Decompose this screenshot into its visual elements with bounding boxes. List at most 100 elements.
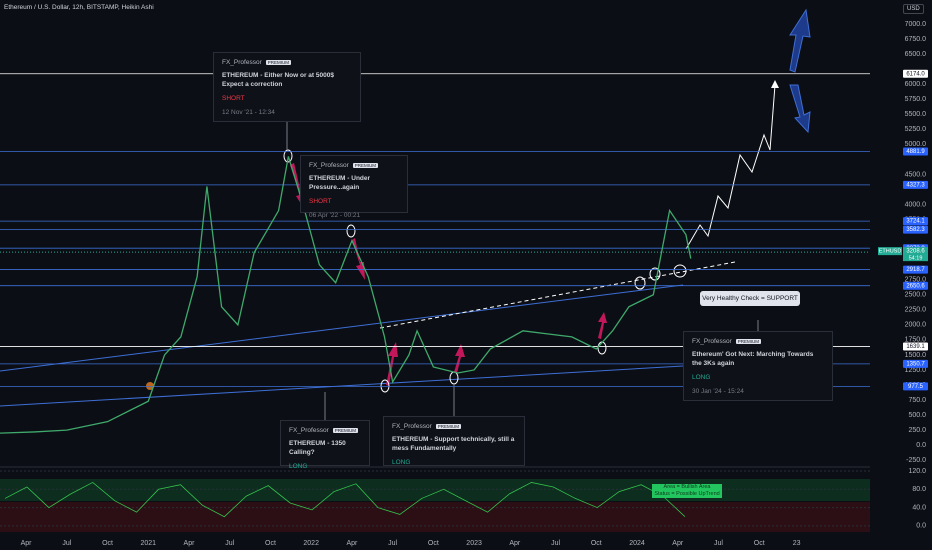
y-tick-label: 0.0: [916, 442, 926, 449]
price-label: 3208.6: [906, 249, 925, 255]
x-tick-label: 2022: [303, 540, 319, 547]
up-arrow: [789, 8, 811, 73]
idea-card[interactable]: FX_Professor PREMIUM ETHEREUM - Either No…: [213, 52, 361, 122]
indicator-line: [4, 481, 686, 518]
x-tick-label: Oct: [428, 540, 439, 547]
long-arrow: [454, 344, 465, 373]
y-tick-label: 750.0: [908, 397, 926, 404]
y-tick-label: 1250.0: [905, 367, 927, 374]
y-tick-label: 7000.0: [905, 21, 927, 28]
level-label: 3582.3: [906, 227, 925, 233]
legend-line: Status = Possible UpTrend: [654, 491, 720, 497]
y-tick-label: 4000.0: [905, 201, 927, 208]
y-tick-label: 6500.0: [905, 51, 927, 58]
level-box: [903, 382, 928, 391]
idea-title: Ethereum' Got Next: Marching Towards the…: [692, 351, 814, 367]
level-label: 977.5: [908, 384, 924, 390]
x-tick-label: Oct: [591, 540, 602, 547]
countdown: 54:19: [909, 256, 923, 262]
level-box: [903, 217, 928, 226]
x-tick-label: Apr: [346, 540, 358, 547]
level-label: 1350.7: [906, 361, 925, 367]
idea-side: SHORT: [309, 197, 332, 205]
y-tick-label: 5750.0: [905, 96, 927, 103]
idea-side: LONG: [692, 373, 711, 381]
x-tick-label: Apr: [509, 540, 521, 547]
idea-card[interactable]: FX_Professor PREMIUM ETHEREUM - Under Pre…: [300, 155, 408, 219]
idea-side: LONG: [289, 462, 308, 470]
price-box: [903, 247, 928, 262]
x-tick-label: Oct: [102, 540, 113, 547]
idea-card[interactable]: FX_Professor PREMIUM ETHEREUM - Support t…: [383, 416, 525, 466]
author: FX_Professor: [222, 59, 262, 66]
x-tick-label: 2024: [629, 540, 645, 547]
level-box: [903, 69, 928, 78]
dashed-trend: [379, 261, 736, 329]
symbol-box: [878, 247, 902, 256]
idea-title: ETHEREUM - Either Now or at 5000$ Expect…: [222, 72, 334, 88]
badge: PREMIUM: [265, 60, 291, 65]
y-tick-label: 2250.0: [905, 307, 927, 314]
level-label: 4881.9: [906, 149, 925, 155]
ind-tick-label: 40.0: [912, 504, 926, 511]
legend-line: Area = Bullish Area: [663, 484, 711, 490]
idea-side: LONG: [392, 458, 411, 466]
chart-title: Ethereum / U.S. Dollar, 12h, BITSTAMP, H…: [4, 4, 154, 11]
y-tick-label: 2000.0: [905, 322, 927, 329]
badge: PREMIUM: [435, 424, 461, 429]
idea-date: 12 Nov '21 - 12:34: [222, 108, 275, 116]
badge: PREMIUM: [735, 339, 761, 344]
idea-card[interactable]: FX_Professor PREMIUM Ethereum' Got Next: …: [683, 331, 833, 401]
idea-title: ETHEREUM - Support technically, still a …: [392, 436, 515, 452]
projection: [685, 84, 776, 250]
down-arrow: [789, 84, 811, 134]
x-tick-label: 2021: [140, 540, 156, 547]
x-tick-label: Jul: [388, 540, 397, 547]
x-tick-label: Apr: [672, 540, 684, 547]
author: FX_Professor: [309, 162, 349, 169]
bull-band: [0, 479, 870, 501]
callout: Very Healthy Check = SUPPORT: [700, 291, 800, 306]
trend-line: [0, 284, 684, 372]
idea-card[interactable]: FX_Professor PREMIUM ETHEREUM - 1350 Call…: [280, 420, 370, 470]
badge: PREMIUM: [332, 428, 358, 433]
level-box: [903, 342, 928, 351]
level-label: 4327.3: [906, 182, 925, 188]
x-tick-label: Jul: [551, 540, 560, 547]
x-tick-label: Jul: [62, 540, 71, 547]
author: FX_Professor: [289, 427, 329, 434]
x-tick-label: Oct: [265, 540, 276, 547]
y-tick-label: 2750.0: [905, 277, 927, 284]
idea-date: 30 Jan '24 - 15:24: [692, 387, 744, 395]
y-tick-label: 6000.0: [905, 81, 927, 88]
x-tick-label: 23: [793, 540, 801, 547]
price-line: [0, 156, 692, 434]
author: FX_Professor: [692, 338, 732, 345]
y-tick-label: 500.0: [908, 412, 926, 419]
projection-head: [771, 80, 779, 88]
y-tick-label: -250.0: [906, 457, 926, 464]
y-tick-label: 6750.0: [905, 36, 927, 43]
y-tick-label: 2500.0: [905, 292, 927, 299]
author: FX_Professor: [392, 423, 432, 430]
y-tick-label: 250.0: [908, 427, 926, 434]
ind-tick-label: 80.0: [912, 486, 926, 493]
idea-date: 06 Apr '22 - 00:21: [309, 211, 361, 219]
level-box: [903, 147, 928, 156]
level-box: [903, 265, 928, 274]
currency-button[interactable]: USD: [903, 4, 924, 14]
badge: PREMIUM: [352, 163, 378, 168]
y-tick-label: 5000.0: [905, 141, 927, 148]
y-tick-label: 1750.0: [905, 337, 927, 344]
x-tick-label: Oct: [754, 540, 765, 547]
level-label: 2650.6: [906, 283, 925, 289]
level-label: 2918.7: [906, 267, 925, 273]
idea-side: SHORT: [222, 94, 245, 102]
level-box: [903, 180, 928, 189]
x-tick-label: Jul: [225, 540, 234, 547]
indicator-legend: Area = Bullish Area Status = Possible Up…: [652, 484, 722, 498]
symbol-label: ETHUSD: [879, 249, 902, 255]
level-label: 6174.0: [906, 71, 925, 77]
